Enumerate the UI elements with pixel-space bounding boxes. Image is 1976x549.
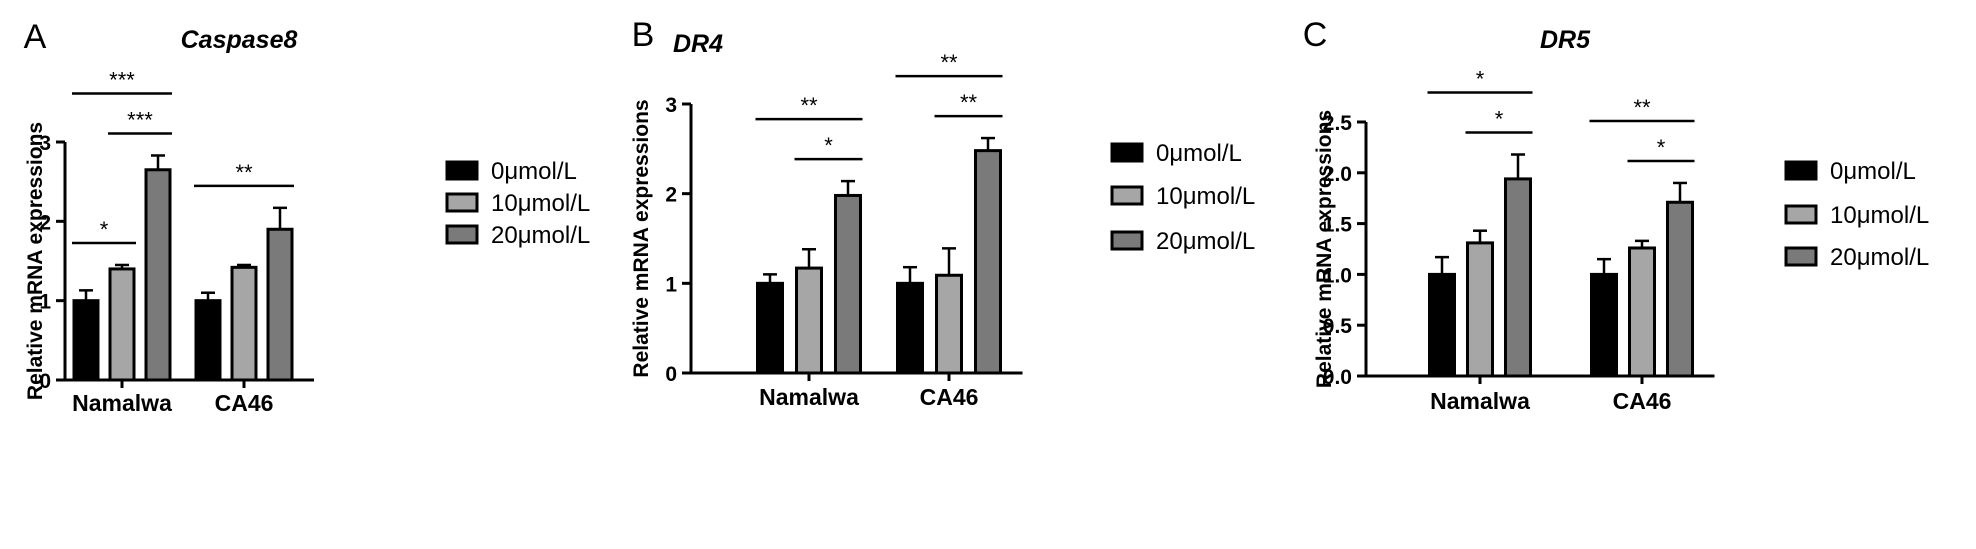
x-tick-label: Namalwa: [72, 390, 172, 416]
significance-label: **: [940, 50, 958, 75]
legend-swatch: [1784, 160, 1818, 181]
bar: [144, 168, 172, 382]
bar: [834, 193, 862, 375]
significance-label: **: [1633, 95, 1651, 120]
y-tick-label: 2: [39, 211, 51, 234]
bar: [266, 227, 294, 382]
y-tick-label: 2: [665, 184, 677, 207]
bar: [1466, 241, 1494, 378]
bar: [1428, 272, 1456, 378]
legend-swatch: [445, 160, 479, 181]
significance-label: *: [1495, 107, 1504, 132]
legend-swatch: [445, 224, 479, 245]
y-axis-title: Relative mRNA expressions: [24, 122, 47, 400]
panel-letter: C: [1303, 16, 1328, 54]
y-tick-label: 3: [665, 94, 677, 117]
significance-label: **: [960, 90, 978, 115]
y-tick-label: 1.5: [1323, 214, 1353, 237]
x-tick-label: CA46: [215, 390, 274, 416]
bar: [230, 265, 258, 382]
x-tick-label: CA46: [1613, 388, 1672, 414]
legend-swatch: [1784, 246, 1818, 267]
bar: [1504, 177, 1532, 378]
legend-label: 0μmol/L: [1830, 158, 1916, 185]
panel-letter: A: [24, 18, 47, 56]
bar: [1628, 246, 1656, 378]
x-tick-label: CA46: [920, 384, 979, 410]
chart-panel-b: B DR4 Relative mRNA expressions 0 1 2 3 Namalwa…: [630, 16, 1255, 410]
legend-label: 20μmol/L: [491, 222, 590, 249]
legend-swatch: [1110, 142, 1144, 163]
bar: [974, 149, 1002, 375]
significance-label: *: [824, 133, 833, 158]
y-tick-label: 0.0: [1323, 366, 1352, 389]
legend-label: 10μmol/L: [491, 190, 590, 217]
significance-label: *: [1476, 67, 1485, 92]
legend-label: 20μmol/L: [1830, 244, 1929, 271]
y-tick-label: 2.0: [1323, 163, 1352, 186]
bar: [896, 281, 924, 375]
legend-label: 20μmol/L: [1156, 228, 1255, 255]
y-tick-label: 3: [39, 132, 51, 155]
bar: [935, 273, 963, 375]
y-tick-label: 0: [39, 370, 51, 393]
chart-title: DR4: [673, 30, 723, 58]
bar: [1666, 200, 1694, 378]
significance-label: **: [800, 93, 818, 118]
x-tick-label: Namalwa: [1430, 388, 1530, 414]
panel-letter: B: [632, 16, 655, 54]
bar: [72, 299, 100, 382]
y-tick-label: 2.5: [1323, 112, 1353, 135]
legend-label: 10μmol/L: [1156, 183, 1255, 210]
significance-label: *: [100, 217, 109, 242]
significance-label: **: [235, 160, 253, 185]
legend-swatch: [445, 192, 479, 213]
significance-label: ***: [109, 67, 135, 92]
legend-swatch: [1110, 185, 1144, 206]
significance-label: ***: [127, 107, 153, 132]
bar: [108, 267, 136, 382]
chart-title: Caspase8: [181, 26, 298, 54]
y-tick-label: 0: [665, 363, 677, 386]
chart-title: DR5: [1540, 26, 1591, 54]
legend-label: 0μmol/L: [491, 158, 577, 185]
bar: [194, 299, 222, 382]
y-tick-label: 1: [39, 291, 51, 314]
bar: [1590, 272, 1618, 378]
legend-swatch: [1110, 230, 1144, 251]
legend-swatch: [1784, 204, 1818, 225]
y-axis-title: Relative mRNA expressions: [630, 99, 653, 377]
legend-label: 10μmol/L: [1830, 202, 1929, 229]
significance-label: *: [1657, 135, 1666, 160]
x-tick-label: Namalwa: [759, 384, 859, 410]
y-tick-label: 1.0: [1323, 264, 1352, 287]
bar: [795, 266, 823, 375]
y-tick-label: 0.5: [1323, 315, 1353, 338]
y-tick-label: 1: [665, 273, 677, 296]
bar: [756, 281, 784, 375]
y-axis-title: Relative mRNA expressions: [1313, 110, 1336, 388]
legend-label: 0μmol/L: [1156, 140, 1242, 167]
